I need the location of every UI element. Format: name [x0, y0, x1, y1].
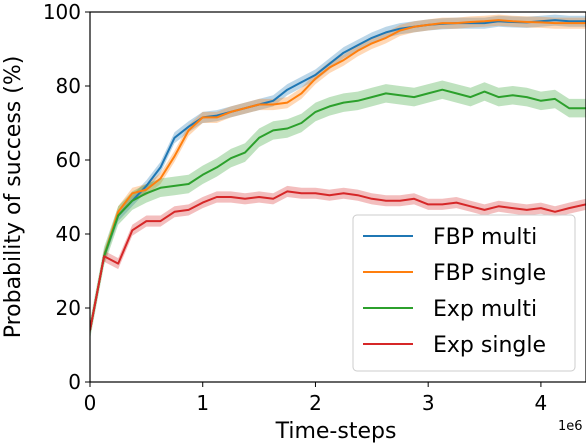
legend-label-1: FBP multi [433, 225, 537, 250]
series-lines [90, 19, 586, 331]
axes [89, 11, 586, 383]
x-tick-label: 3 [422, 391, 435, 415]
line-series-2 [90, 19, 586, 331]
confidence-bands [90, 14, 586, 340]
legend-label-4: Exp single [433, 333, 546, 358]
y-tick-label: 60 [56, 148, 81, 172]
y-tick-label: 40 [56, 222, 81, 246]
line-series-3 [90, 88, 586, 331]
x-tick-label: 0 [84, 391, 97, 415]
legend-label-2: FBP single [433, 261, 546, 286]
x-tick-label: 1 [196, 391, 209, 415]
x-axis-label: Time-steps [275, 419, 397, 444]
y-axis-label: Probability of success (%) [1, 56, 26, 339]
x-tick-label: 2 [309, 391, 322, 415]
y-tick-label: 20 [56, 296, 81, 320]
band-series-3 [90, 80, 586, 340]
legend: FBP multi FBP single Exp multi Exp single [352, 214, 576, 372]
legend-box [352, 214, 576, 372]
x-tick-label: 4 [535, 391, 548, 415]
y-tick-label: 0 [68, 370, 81, 394]
legend-label-3: Exp multi [433, 297, 537, 322]
y-tick-label: 100 [43, 0, 81, 24]
line-series-1 [90, 19, 586, 331]
y-tick-label: 80 [56, 74, 81, 98]
line-series-4 [90, 190, 586, 331]
x-axis-offset-label: 1e6 [558, 419, 583, 434]
plot-frame [89, 11, 586, 383]
